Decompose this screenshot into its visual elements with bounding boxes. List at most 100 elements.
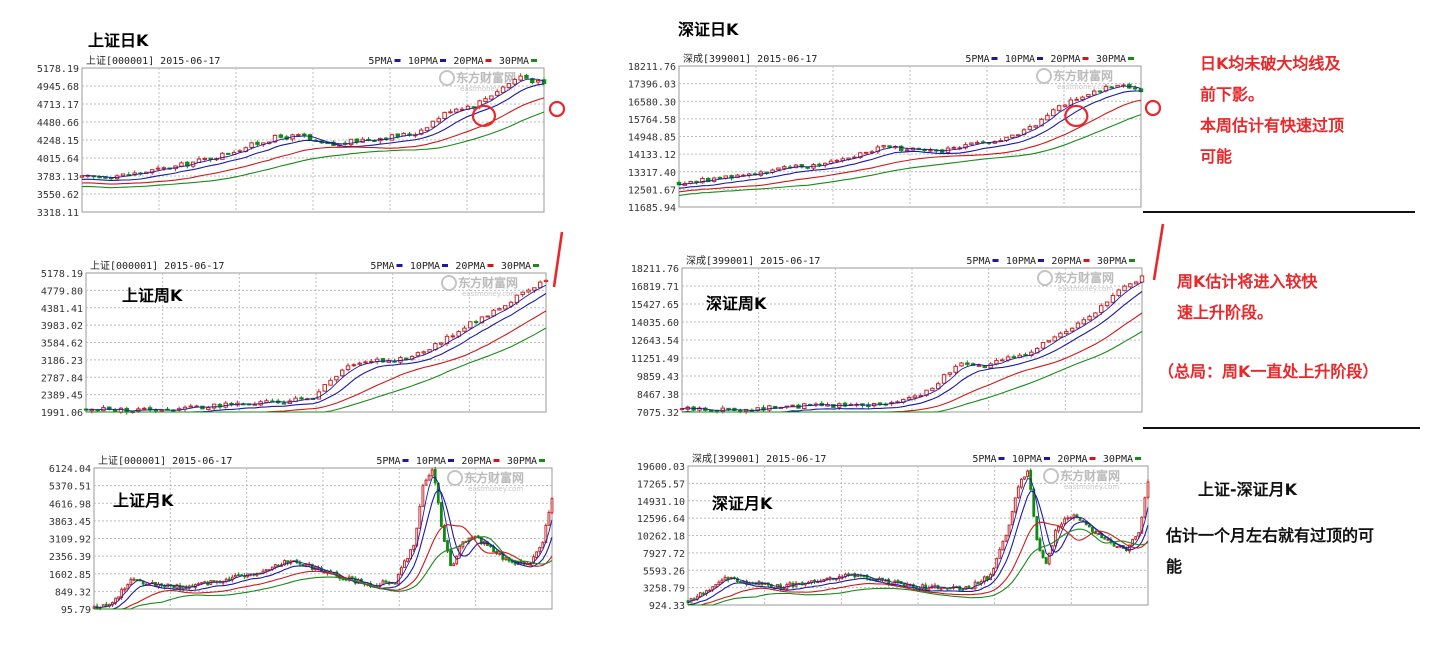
candle-body <box>339 369 345 377</box>
candle-body <box>935 383 941 390</box>
ma-legend-label: 10PMA <box>410 261 440 272</box>
candle-body <box>1007 524 1011 537</box>
y-tick-label: 1602.85 <box>49 570 91 581</box>
candle-body <box>1128 283 1133 288</box>
candle-body <box>206 407 211 411</box>
candle-body <box>412 544 416 550</box>
candle-body <box>212 580 216 583</box>
chart-sh-monthly: 6124.04 5370.51 4616.98 3863.45 3109.92 2356.… <box>30 450 554 616</box>
ma-legend-label: 10PMA <box>416 456 446 467</box>
y-tick-label: 12501.67 <box>628 185 676 196</box>
candle-body <box>389 134 395 141</box>
candle-body <box>1051 109 1056 117</box>
y-tick-label: 95.79 <box>61 605 91 616</box>
y-tick-label: 3584.62 <box>41 339 83 350</box>
candle-body <box>679 408 685 411</box>
candle-body <box>264 569 268 572</box>
candle-body <box>723 175 729 179</box>
ma-legend-label: 10PMA <box>408 56 438 67</box>
candle-body <box>761 407 766 411</box>
candle-body <box>433 468 437 484</box>
y-tick-label: 4779.80 <box>41 286 83 297</box>
monthly-title: 上证-深证月K <box>1198 480 1298 499</box>
candle-body <box>1023 354 1028 357</box>
candle-body <box>941 374 947 384</box>
candle-body <box>726 407 731 410</box>
candle-body <box>273 564 277 568</box>
candle-body <box>1016 486 1020 499</box>
ma-legend-swatch <box>539 459 545 462</box>
chart-svg: 18211.76 16819.71 15427.65 14035.60 12643.54… <box>631 255 1145 419</box>
candle-body <box>249 142 254 148</box>
candle-body <box>172 584 176 589</box>
ma-legend-label: 20PMA <box>453 56 483 67</box>
candle-body <box>1033 125 1038 128</box>
candle-body <box>706 177 711 183</box>
weekly-note-line: 速上升阶段。 <box>1177 303 1274 322</box>
candle-body <box>953 365 958 373</box>
y-tick-label: 14931.10 <box>637 497 685 508</box>
candle-body <box>421 351 426 354</box>
chart-sz-monthly: 19600.03 17265.57 14931.10 12596.64 10262.18… <box>620 448 1150 612</box>
candle-body <box>380 358 386 363</box>
candle-body <box>1044 557 1048 564</box>
candle-body <box>97 176 102 179</box>
candle-body <box>255 141 260 145</box>
candle-body <box>1115 546 1119 549</box>
candle-body <box>357 362 362 365</box>
chart-title: 上证日K <box>88 31 149 50</box>
watermark-text: 东方财富网 <box>1060 468 1120 483</box>
candle-body <box>877 402 883 405</box>
ma-legend-label: 30PMA <box>499 56 529 67</box>
ma-legend-label: 30PMA <box>1096 54 1126 65</box>
candle-body <box>200 582 203 585</box>
candle-body <box>237 150 243 153</box>
y-tick-label: 17265.57 <box>637 479 685 490</box>
candle-body <box>1099 305 1104 313</box>
ma-line <box>94 536 553 610</box>
y-tick-label: 4381.41 <box>41 304 83 315</box>
candle-body <box>1131 538 1134 546</box>
chart-sz-weekly: 18211.76 16819.71 15427.65 14035.60 12643.54… <box>620 250 1145 419</box>
candle-body <box>1091 90 1097 96</box>
red-circle-mark <box>1064 104 1089 128</box>
candle-body <box>976 364 982 367</box>
ma-legend-label: 20PMA <box>1051 256 1081 267</box>
candle-body <box>994 360 999 365</box>
candle-body <box>967 585 971 589</box>
candle-body <box>535 551 539 558</box>
red-circle-mark-right <box>1144 99 1162 117</box>
candle-body <box>494 91 500 96</box>
divider-lower <box>1143 427 1420 429</box>
ma-legend-swatch <box>992 259 999 262</box>
ma-legend-swatch <box>402 459 409 462</box>
candle-body <box>518 75 523 81</box>
y-tick-label: 2787.84 <box>41 373 83 384</box>
candle-body <box>538 547 542 553</box>
ma-legend-label: 10PMA <box>1005 54 1035 65</box>
candle-body <box>1063 518 1067 525</box>
candle-body <box>497 308 502 311</box>
monthly-note-line: 估计一个月左右就有过顶的可 <box>1166 526 1375 545</box>
y-tick-label: 3109.92 <box>49 535 91 546</box>
candle-body <box>1106 538 1110 541</box>
candle-body <box>1052 336 1057 342</box>
watermark-subtext: eastmoney.com <box>1064 483 1119 491</box>
weekly-note-line: 周K估计将进入较快 <box>1177 272 1318 291</box>
candle-body <box>456 331 461 337</box>
candle-body <box>278 134 284 138</box>
candle-body <box>1001 541 1005 551</box>
ma-legend-swatch <box>531 59 537 62</box>
candle-body <box>348 138 354 146</box>
y-tick-label: 17396.03 <box>628 80 676 91</box>
candle-body <box>947 372 953 375</box>
candle-body <box>446 540 449 552</box>
candle-body <box>905 583 909 587</box>
red-circle-mark-left <box>548 100 566 118</box>
candle-body <box>147 583 151 586</box>
candle-body <box>129 578 133 586</box>
candle-body <box>498 553 502 556</box>
candle-body <box>1093 312 1098 318</box>
candle-body <box>430 120 436 128</box>
y-tick-label: 11251.49 <box>631 354 679 365</box>
